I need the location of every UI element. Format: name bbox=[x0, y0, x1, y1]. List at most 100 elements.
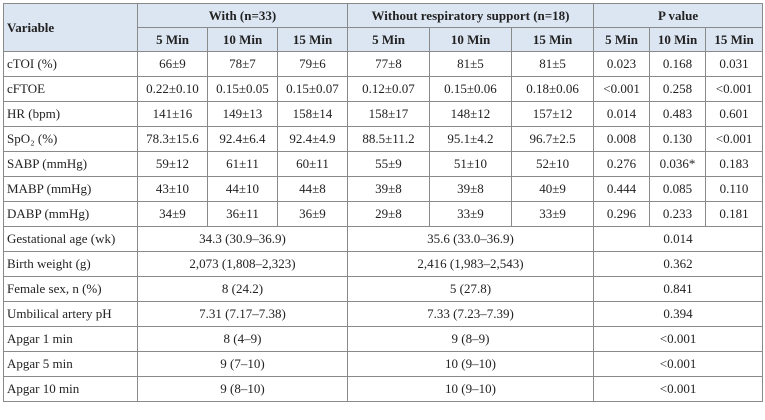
value-cell: <0.001 bbox=[705, 126, 764, 152]
value-cell: 0.233 bbox=[649, 201, 707, 227]
header-row: 5 Min 10 Min 15 Min 5 Min 10 Min 15 Min 5 Min 1… bbox=[4, 27, 764, 52]
value-cell: 78.3±15.6 bbox=[137, 126, 208, 152]
value-cell: 0.168 bbox=[649, 51, 707, 77]
value-cell: 92.4±4.9 bbox=[277, 126, 348, 152]
table-row: SABP (mmHg) 59±12 61±11 60±11 55±9 51±10 52±10… bbox=[3, 151, 764, 177]
value-cell: 77±8 bbox=[347, 51, 430, 77]
value-cell: 0.130 bbox=[649, 126, 707, 152]
value-cell: <0.001 bbox=[593, 376, 764, 402]
variable-cell: SpO₂ (%) bbox=[3, 126, 138, 152]
value-cell: 29±8 bbox=[347, 201, 430, 227]
value-cell: 2,073 (1,808–2,323) bbox=[137, 251, 348, 277]
value-cell: 0.008 bbox=[593, 126, 651, 152]
table-row: cTOI (%) 66±9 78±7 79±6 77±8 81±5 81±5 0.023 0.1… bbox=[3, 51, 764, 77]
value-cell: 149±13 bbox=[207, 101, 278, 127]
variable-cell: Female sex, n (%) bbox=[3, 276, 138, 302]
value-cell: 0.110 bbox=[705, 176, 764, 202]
value-cell: 61±11 bbox=[207, 151, 278, 177]
value-cell: 5 (27.8) bbox=[346, 276, 595, 302]
value-cell: 55±9 bbox=[347, 151, 430, 177]
table-row: cFTOE 0.22±0.10 0.15±0.05 0.15±0.07 0.12±0.0… bbox=[3, 76, 764, 102]
value-cell: 0.276 bbox=[593, 151, 651, 177]
value-cell: 51±10 bbox=[429, 151, 512, 177]
value-cell: 81±5 bbox=[510, 51, 595, 77]
value-cell: 0.014 bbox=[593, 101, 651, 127]
value-cell: 9 (7–10) bbox=[137, 351, 348, 377]
value-cell: 88.5±11.2 bbox=[347, 126, 430, 152]
variable-cell: HR (bpm) bbox=[3, 101, 138, 127]
value-cell: 0.22±0.10 bbox=[137, 76, 208, 102]
value-cell: 36±11 bbox=[207, 201, 278, 227]
value-cell: 43±10 bbox=[137, 176, 208, 202]
variable-cell: Apgar 5 min bbox=[3, 351, 138, 377]
value-cell: 0.183 bbox=[705, 151, 764, 177]
value-cell: 9 (8–9) bbox=[346, 326, 595, 352]
value-cell: 0.036* bbox=[649, 151, 707, 177]
value-cell: 81±5 bbox=[429, 51, 512, 77]
header-cell: Variable bbox=[3, 3, 138, 52]
table-body: cTOI (%) 66±9 78±7 79±6 77±8 81±5 81±5 0.023 0.1… bbox=[3, 51, 764, 402]
value-cell: 33±9 bbox=[510, 201, 595, 227]
value-cell: 2,416 (1,983–2,543) bbox=[346, 251, 595, 277]
sub-header: 15 Min bbox=[510, 27, 595, 52]
table-row: Apgar 1 min 8 (4–9) 9 (8–9) <0.001 bbox=[3, 326, 764, 352]
value-cell: 0.258 bbox=[649, 76, 707, 102]
table-row: SpO₂ (%) 78.3±15.6 92.4±6.4 92.4±4.9 88.5±11… bbox=[3, 126, 764, 152]
table-row: Female sex, n (%) 8 (24.2) 5 (27.8) 0.841 bbox=[3, 276, 764, 302]
value-cell: 79±6 bbox=[277, 51, 348, 77]
group-header: P value bbox=[593, 3, 764, 28]
sub-header: 10 Min bbox=[207, 27, 278, 52]
value-cell: 0.181 bbox=[705, 201, 764, 227]
value-cell: 33±9 bbox=[429, 201, 512, 227]
value-cell: 0.444 bbox=[593, 176, 651, 202]
value-cell: 0.12±0.07 bbox=[347, 76, 430, 102]
value-cell: 40±9 bbox=[510, 176, 595, 202]
value-cell: 157±12 bbox=[510, 101, 595, 127]
variable-cell: Birth weight (g) bbox=[3, 251, 138, 277]
value-cell: 0.18±0.06 bbox=[510, 76, 595, 102]
value-cell: 66±9 bbox=[137, 51, 208, 77]
value-cell: 96.7±2.5 bbox=[510, 126, 595, 152]
value-cell: 148±12 bbox=[429, 101, 512, 127]
table-row: DABP (mmHg) 34±9 36±11 36±9 29±8 33±9 33±9 0.29… bbox=[3, 201, 764, 227]
value-cell: 0.15±0.07 bbox=[277, 76, 348, 102]
value-cell: 9 (8–10) bbox=[137, 376, 348, 402]
value-cell: <0.001 bbox=[593, 326, 764, 352]
value-cell: 60±11 bbox=[277, 151, 348, 177]
value-cell: 0.014 bbox=[593, 226, 764, 252]
table-header: Variable With (n=33) Without respiratory … bbox=[3, 3, 764, 52]
value-cell: 0.841 bbox=[593, 276, 764, 302]
value-cell: 92.4±6.4 bbox=[207, 126, 278, 152]
value-cell: 39±8 bbox=[429, 176, 512, 202]
value-cell: 34±9 bbox=[137, 201, 208, 227]
table-row: Birth weight (g) 2,073 (1,808–2,323) 2,416… bbox=[3, 251, 764, 277]
value-cell: 44±10 bbox=[207, 176, 278, 202]
variable-cell: SABP (mmHg) bbox=[3, 151, 138, 177]
variable-cell: MABP (mmHg) bbox=[3, 176, 138, 202]
value-cell: 0.362 bbox=[593, 251, 764, 277]
value-cell: 0.085 bbox=[649, 176, 707, 202]
value-cell: 44±8 bbox=[277, 176, 348, 202]
value-cell: 0.023 bbox=[593, 51, 651, 77]
value-cell: 0.394 bbox=[593, 301, 764, 327]
sub-header: 5 Min bbox=[593, 27, 651, 52]
value-cell: 0.15±0.05 bbox=[207, 76, 278, 102]
table-row: Apgar 5 min 9 (7–10) 10 (9–10) <0.001 bbox=[3, 351, 764, 377]
variable-cell: cTOI (%) bbox=[3, 51, 138, 77]
value-cell: <0.001 bbox=[593, 351, 764, 377]
header-row: Variable With (n=33) Without respiratory … bbox=[3, 3, 764, 52]
value-cell: 8 (24.2) bbox=[137, 276, 348, 302]
value-cell: 59±12 bbox=[137, 151, 208, 177]
sub-header: 5 Min bbox=[347, 27, 430, 52]
value-cell: 7.31 (7.17–7.38) bbox=[137, 301, 348, 327]
variable-cell: Umbilical artery pH bbox=[3, 301, 138, 327]
table-row: HR (bpm) 141±16 149±13 158±14 158±17 148±12 15… bbox=[3, 101, 764, 127]
variable-cell: Apgar 10 min bbox=[3, 376, 138, 402]
value-cell: 10 (9–10) bbox=[346, 376, 595, 402]
value-cell: 36±9 bbox=[277, 201, 348, 227]
sub-header: 15 Min bbox=[277, 27, 348, 52]
value-cell: 95.1±4.2 bbox=[429, 126, 512, 152]
value-cell: 0.031 bbox=[705, 51, 764, 77]
table-row: Gestational age (wk) 34.3 (30.9–36.9) 35.6… bbox=[3, 226, 764, 252]
value-cell: 0.15±0.06 bbox=[429, 76, 512, 102]
